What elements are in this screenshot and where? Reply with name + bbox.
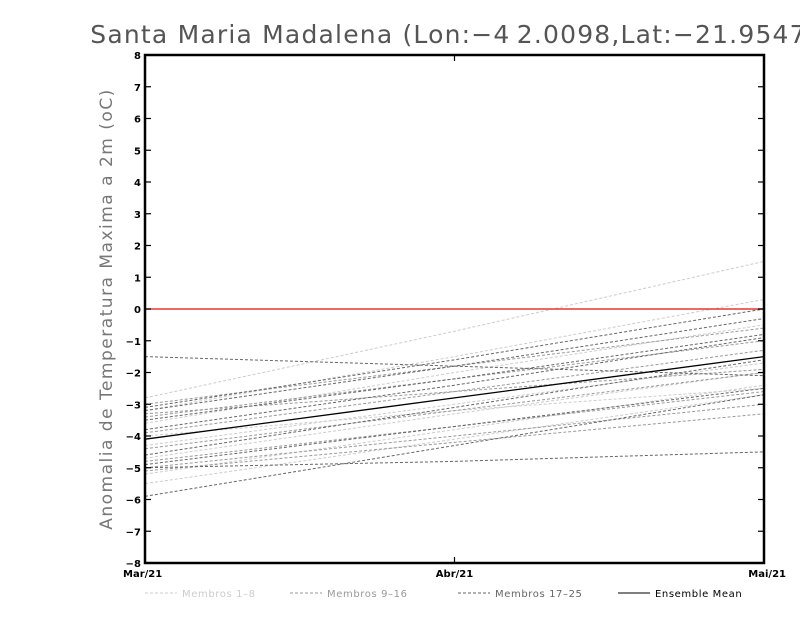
y-tick-label: 2 (134, 242, 141, 253)
member-line (144, 337, 765, 431)
member-line (144, 372, 765, 459)
legend-label: Membros 1–8 (182, 589, 256, 600)
y-tick-label: 7 (134, 83, 141, 94)
ensemble-mean-line (144, 355, 765, 440)
y-tick-label: 4 (134, 178, 141, 189)
member-line (144, 384, 765, 475)
y-axis-label: Anomalia de Temperatura Maxima a 2m (oC) (97, 88, 117, 530)
y-tick-label: 0 (134, 305, 141, 316)
member-line (144, 359, 765, 456)
member-line (144, 298, 765, 412)
y-tick-label: −5 (126, 464, 141, 475)
y-tick-label: −1 (126, 337, 141, 348)
y-tick-label: 6 (134, 115, 141, 126)
legend-label: Ensemble Mean (655, 589, 742, 600)
series-layer (144, 260, 765, 497)
x-tick-label: Mai/21 (748, 569, 786, 580)
y-tick-label: 1 (134, 273, 141, 284)
y-tick-label: 5 (134, 146, 141, 157)
member-line (144, 387, 765, 437)
legend-label: Membros 9–16 (327, 589, 408, 600)
member-line (144, 394, 765, 497)
legend: Membros 1–8 Membros 9–16 Membros 17–25 Ense… (145, 589, 742, 600)
member-line (144, 451, 765, 469)
member-line (144, 368, 765, 415)
member-line (144, 308, 765, 408)
y-tick-label: 3 (134, 210, 141, 221)
y-tick-label: −8 (126, 559, 141, 570)
y-tick-label: −2 (126, 369, 141, 380)
member-line (144, 362, 765, 447)
y-tick-label: −4 (126, 432, 141, 443)
member-line (144, 394, 765, 485)
member-line (144, 260, 765, 399)
x-tick-label: Abr/21 (436, 569, 473, 580)
member-line (144, 403, 765, 469)
y-tick-label: −3 (126, 400, 141, 411)
member-line (144, 372, 765, 450)
chart-title: Santa Maria Madalena (Lon:−4 2.0098,Lat:… (90, 20, 800, 49)
y-tick-label: −6 (126, 496, 141, 507)
member-line (144, 333, 765, 421)
member-line (144, 318, 765, 412)
y-tick-label: 8 (134, 51, 141, 62)
y-tick-label: −7 (126, 527, 141, 538)
member-line (144, 413, 765, 472)
member-line (144, 324, 765, 424)
member-line (144, 387, 765, 466)
member-line (144, 356, 765, 377)
x-tick-label: Mar/21 (123, 569, 162, 580)
plot-frame (143, 53, 766, 565)
legend-label: Membros 17–25 (495, 589, 583, 600)
